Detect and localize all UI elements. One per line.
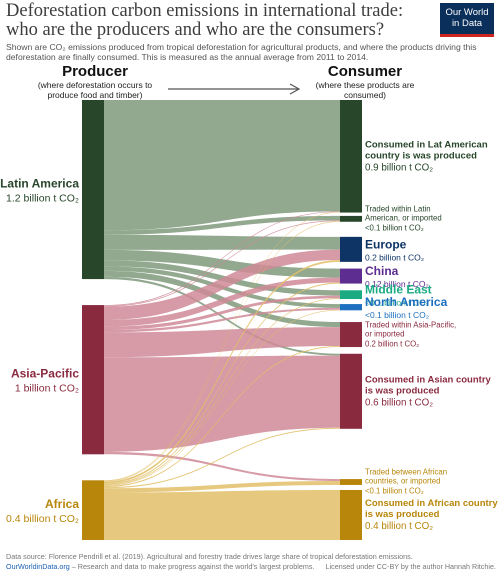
chart-subtitle: Shown are CO₂ emissions produced from tr… xyxy=(6,42,477,62)
producer-label-asia: Asia-Pacific xyxy=(11,367,79,381)
source-note: Data source: Florence Pendrill et al. (2… xyxy=(6,552,413,561)
flow-africa-to-mideast[interactable] xyxy=(104,298,340,486)
flow-latam-to-mideast[interactable] xyxy=(104,260,340,296)
flow-asia-to-latam_trade[interactable] xyxy=(104,220,340,307)
flow-asia-to-mideast[interactable] xyxy=(104,295,340,330)
consumer-value-asia_trade: 0.2 billion t CO₂ xyxy=(365,339,419,348)
flow-africa-to-africa_dom[interactable] xyxy=(104,489,340,540)
owid-link[interactable]: OurWorldinData.org xyxy=(6,562,70,571)
flow-africa-to-europe[interactable] xyxy=(104,259,340,484)
logo-line-2: in Data xyxy=(451,18,483,29)
consumer-node-latam_dom[interactable] xyxy=(340,100,362,213)
owid-tagline: – Research and data to make progress aga… xyxy=(69,562,315,571)
producer-value-africa: 0.4 billion t CO₂ xyxy=(6,513,79,525)
flow-asia-to-latam_dom[interactable] xyxy=(104,211,340,306)
consumer-value-europe: 0.2 billion t CO₂ xyxy=(365,252,424,262)
consumer-node-namerica[interactable] xyxy=(340,304,362,311)
flow-latam-to-latam_dom[interactable] xyxy=(104,100,340,231)
producer-node-africa[interactable] xyxy=(82,480,104,540)
consumer-label-namerica-line-0: North America xyxy=(365,295,448,309)
consumer-value-latam_trade: <0.1 billion t CO₂ xyxy=(365,224,424,233)
flow-latam-to-asia_dom[interactable] xyxy=(104,276,340,356)
license-note[interactable]: Licensed under CC-BY by the author Hanna… xyxy=(325,562,496,571)
consumer-note: (where these products are consumed) xyxy=(315,80,415,100)
consumer-label-mideast-line-0: Middle East xyxy=(365,283,432,297)
producer-value-latam: 1.2 billion t CO₂ xyxy=(6,193,79,205)
consumer-label-africa_dom-line-1: is was produced xyxy=(365,509,440,520)
consumer-node-mideast[interactable] xyxy=(340,290,362,300)
consumer-value-africa_dom: 0.4 billion t CO₂ xyxy=(365,521,433,532)
producer-node-latam[interactable] xyxy=(82,100,104,280)
footer: Data source: Florence Pendrill et al. (2… xyxy=(6,552,496,572)
flow-asia-to-asia_dom[interactable] xyxy=(104,355,340,452)
consumer-value-latam_dom: 0.9 billion t CO₂ xyxy=(365,162,433,173)
flow-latam-to-latam_trade[interactable] xyxy=(104,215,340,235)
consumer-label-asia_dom-line-0: Consumed in Asian country xyxy=(365,374,492,385)
flow-asia-to-asia_trade[interactable] xyxy=(104,327,340,358)
consumer-node-china[interactable] xyxy=(340,268,362,284)
consumer-node-asia_dom[interactable] xyxy=(340,353,362,429)
logo-line-1: Our World xyxy=(445,7,489,18)
consumer-label-asia_dom-line-1: is was produced xyxy=(365,385,440,396)
consumer-label-asia_trade-line-1: or imported xyxy=(365,329,404,338)
consumer-label-latam_trade-line-0: Traded within Latin xyxy=(365,205,431,214)
flow-africa-to-namerica[interactable] xyxy=(104,309,340,487)
producer-note: (where deforestation occurs to produce f… xyxy=(37,80,153,100)
flow-africa-to-latam_trade[interactable] xyxy=(104,221,340,482)
flow-asia-to-africa_trade[interactable] xyxy=(104,451,340,482)
consumer-header: Consumer (where these products are consu… xyxy=(305,63,425,101)
consumer-label-asia_trade-line-0: Traded within Asia-Pacific, xyxy=(365,320,456,329)
consumer-label-africa_trade-line-1: countries, or imported xyxy=(365,477,440,486)
flow-africa-to-asia_dom[interactable] xyxy=(104,427,340,489)
producer-node-asia[interactable] xyxy=(82,305,104,455)
flow-asia-to-europe[interactable] xyxy=(104,249,340,320)
flow-direction-arrow xyxy=(168,83,301,95)
flow-africa-to-africa_trade[interactable] xyxy=(104,481,340,493)
consumer-label-china-line-0: China xyxy=(365,264,399,278)
consumer-node-europe[interactable] xyxy=(340,236,362,262)
flow-asia-to-china[interactable] xyxy=(104,277,340,327)
consumer-node-asia_trade[interactable] xyxy=(340,322,362,348)
producer-value-asia: 1 billion t CO₂ xyxy=(15,383,79,395)
consumer-label-africa_dom-line-0: Consumed in African country xyxy=(365,498,498,509)
consumer-node-africa_dom[interactable] xyxy=(340,489,362,540)
flow-africa-to-latam_dom[interactable] xyxy=(104,212,340,481)
producer-title: Producer xyxy=(62,63,128,80)
owid-logo[interactable]: Our World in Data xyxy=(440,3,494,37)
consumer-node-latam_trade[interactable] xyxy=(340,215,362,222)
consumer-label-africa_trade-line-0: Traded between African xyxy=(365,468,447,477)
flow-asia-to-namerica[interactable] xyxy=(104,307,340,333)
flow-africa-to-china[interactable] xyxy=(104,282,340,485)
producer-header: Producer (where deforestation occurs to … xyxy=(30,63,160,101)
consumer-title: Consumer xyxy=(327,63,403,80)
consumer-value-asia_dom: 0.6 billion t CO₂ xyxy=(365,397,433,408)
consumer-value-namerica: <0.1 billion t CO₂ xyxy=(365,310,429,320)
chart-title: Deforestation carbon emissions in intern… xyxy=(6,1,404,40)
consumer-label-latam_dom-line-0: Consumed in Lat American xyxy=(365,139,488,150)
producer-label-latam: Latin America xyxy=(0,177,79,191)
producer-label-africa: Africa xyxy=(45,497,79,511)
consumer-label-latam_trade-line-1: American, or imported xyxy=(365,214,442,223)
consumer-label-europe-line-0: Europe xyxy=(365,237,407,251)
flow-africa-to-asia_trade[interactable] xyxy=(104,346,340,488)
consumer-value-mideast: <0.1 billion t CO₂ xyxy=(365,298,429,308)
consumer-value-china: 0.12 billion t CO₂ xyxy=(365,279,429,289)
consumer-value-africa_trade: <0.1 billion t CO₂ xyxy=(365,487,424,496)
consumer-node-africa_trade[interactable] xyxy=(340,479,362,485)
consumer-label-latam_dom-line-1: country is was produced xyxy=(365,150,477,161)
flow-latam-to-europe[interactable] xyxy=(104,234,340,250)
